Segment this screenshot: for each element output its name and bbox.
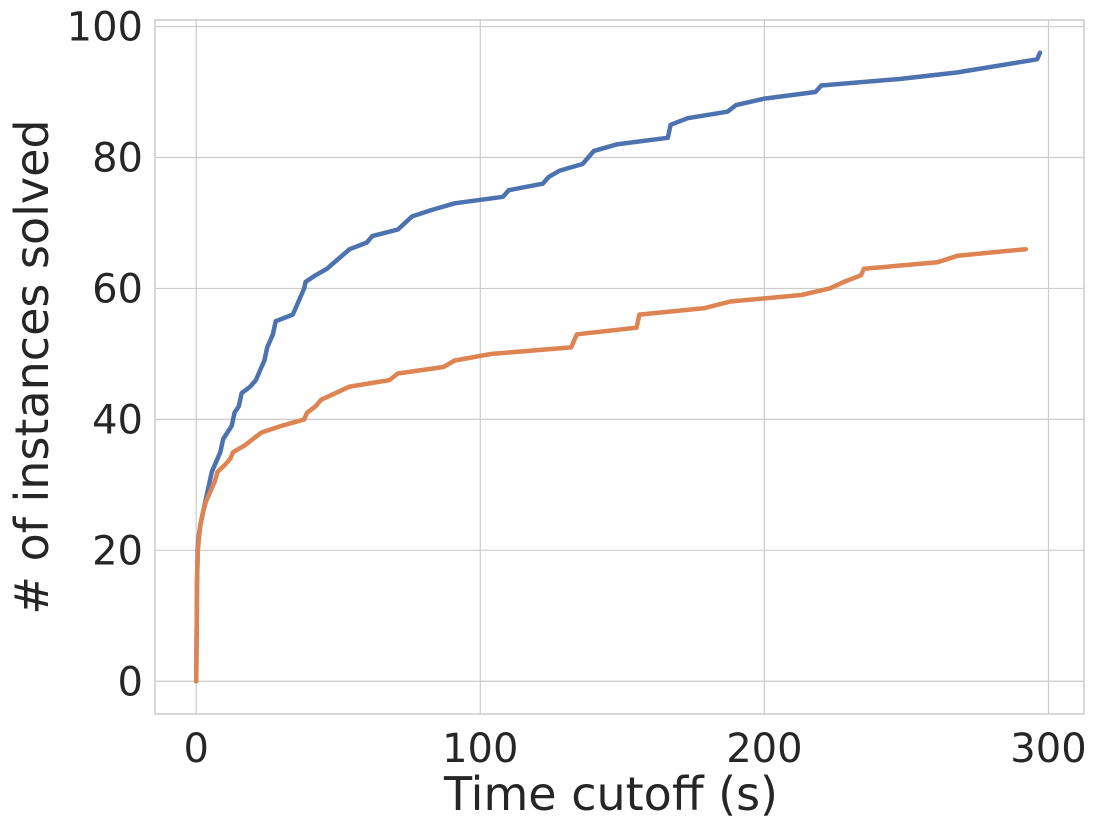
- x-tick-label: 100: [442, 726, 518, 772]
- y-axis-label: # of instances solved: [5, 119, 59, 614]
- x-tick-label: 200: [726, 726, 802, 772]
- y-tick-label: 20: [92, 528, 143, 574]
- x-tick-labels: 0 100 200 300: [183, 726, 1086, 772]
- y-tick-label: 60: [92, 266, 143, 312]
- y-tick-labels: 0 20 40 60 80 100: [67, 5, 143, 706]
- y-tick-label: 0: [118, 659, 143, 705]
- grid-lines: [155, 20, 1084, 714]
- series-line-2: [193, 246, 1029, 684]
- x-tick-label: 300: [1010, 726, 1086, 772]
- series-line-1: [193, 50, 1043, 684]
- plot-frame: [154, 19, 1085, 715]
- y-tick-label: 40: [92, 397, 143, 443]
- x-tick-label: 0: [183, 726, 208, 772]
- x-axis-label: Time cutoff (s): [443, 767, 778, 821]
- y-tick-label: 100: [67, 5, 143, 51]
- y-tick-label: 80: [92, 135, 143, 181]
- series-group: [193, 50, 1043, 684]
